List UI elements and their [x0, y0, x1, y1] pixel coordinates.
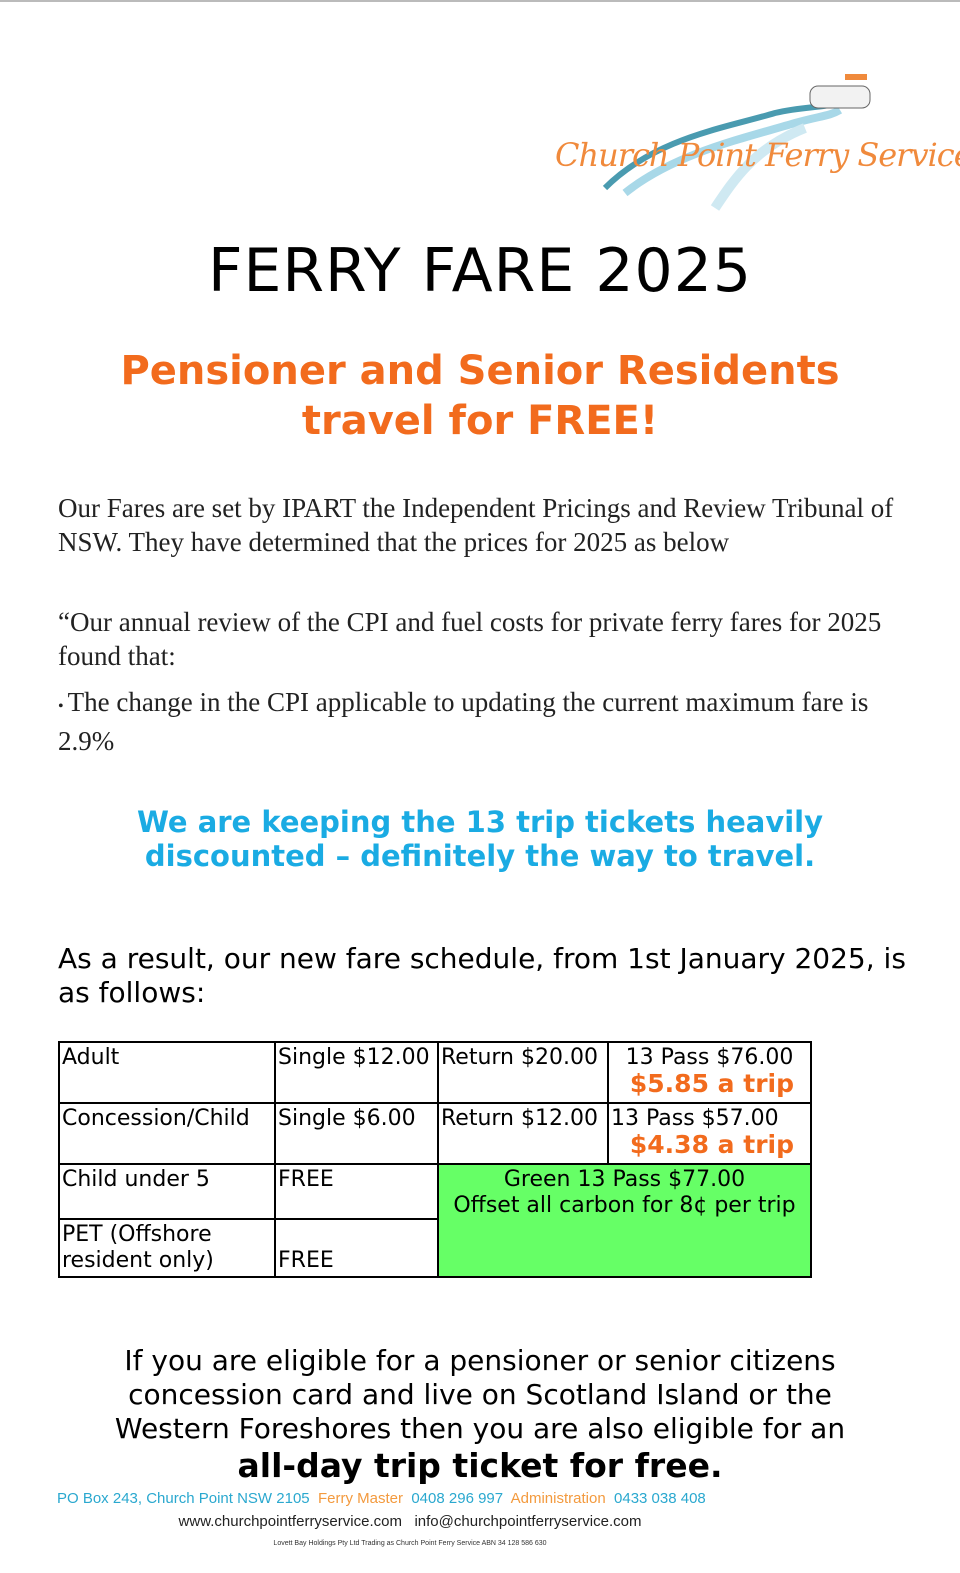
footer-web: www.churchpointferryservice.com info@chu…: [0, 1513, 820, 1530]
fare-type: Child under 5: [58, 1163, 276, 1220]
return-fare: Return $20.00: [437, 1041, 609, 1104]
page-title: FERRY FARE 2025: [207, 236, 753, 306]
table-row: Concession/Child Single $6.00 Return $12…: [58, 1102, 812, 1165]
footer-legal: Lovett Bay Holdings Pty Ltd Trading as C…: [273, 1540, 547, 1547]
quote-paragraph: “Our annual review of the CPI and fuel c…: [58, 607, 882, 671]
per-trip-price: $5.85 a trip: [629, 1069, 794, 1098]
return-fare: Return $12.00: [437, 1102, 609, 1165]
headline-line-2: travel for FREE!: [301, 398, 659, 444]
intro-paragraph: Our Fares are set by IPART the Independe…: [58, 493, 894, 557]
carbon-offset-note: Offset all carbon for 8¢ per trip: [453, 1193, 796, 1218]
admin-phone[interactable]: 0433 038 408: [614, 1490, 706, 1507]
discount-highlight: We are keeping the 13 trip tickets heavi…: [0, 805, 960, 873]
pass-price: 13 Pass $57.00: [611, 1106, 779, 1131]
logo-text: Church Point Ferry Service: [555, 136, 960, 174]
bullet-text: The change in the CPI applicable to upda…: [58, 687, 869, 756]
email-link[interactable]: info@churchpointferryservice.com: [414, 1513, 642, 1530]
pass-fare: 13 Pass $57.00 $4.38 a trip: [607, 1102, 812, 1165]
bullet-icon: •: [58, 698, 68, 715]
eligibility-note: If you are eligible for a pensioner or s…: [0, 1344, 960, 1486]
pass-price: 13 Pass $76.00: [625, 1045, 794, 1070]
fare-type: Adult: [58, 1041, 276, 1104]
single-fare: FREE: [274, 1218, 439, 1278]
website-link[interactable]: www.churchpointferryservice.com: [178, 1513, 402, 1530]
fare-table: Adult Single $12.00 Return $20.00 13 Pas…: [58, 1041, 812, 1278]
fare-type: PET (Offshore resident only): [58, 1218, 276, 1278]
schedule-intro: As a result, our new fare schedule, from…: [58, 942, 906, 1009]
church-point-ferry-logo: Church Point Ferry Service: [545, 68, 960, 218]
admin-label: Administration: [510, 1490, 606, 1507]
green-pass-cell: Green 13 Pass $77.00 Offset all carbon f…: [437, 1163, 812, 1278]
table-row: PET (Offshore resident only) FREE: [58, 1218, 811, 1278]
single-fare: Single $12.00: [274, 1041, 439, 1104]
eligibility-text: If you are eligible for a pensioner or s…: [114, 1344, 846, 1445]
ferry-master-label: Ferry Master: [317, 1490, 403, 1507]
fare-type: Concession/Child: [58, 1102, 276, 1165]
single-fare: Single $6.00: [274, 1102, 439, 1165]
ferry-master-phone[interactable]: 0408 296 997: [411, 1490, 504, 1507]
highlight-line-2: discounted – definitely the way to trave…: [144, 839, 816, 873]
pass-fare: 13 Pass $76.00 $5.85 a trip: [607, 1041, 812, 1104]
footer-contacts: PO Box 243, Church Point NSW 2105 Ferry …: [57, 1490, 706, 1507]
free-ticket-text: all-day trip ticket for free.: [237, 1446, 723, 1485]
cpi-bullet: • The change in the CPI applicable to up…: [58, 685, 898, 758]
table-row: Child under 5 FREE Green 13 Pass $77.00 …: [58, 1163, 812, 1278]
address: PO Box 243, Church Point NSW 2105: [57, 1490, 310, 1507]
ferry-wake-icon: [602, 74, 871, 211]
per-trip-price: $4.38 a trip: [629, 1130, 794, 1159]
highlight-line-1: We are keeping the 13 trip tickets heavi…: [136, 805, 824, 839]
free-travel-headline: Pensioner and Senior Residents travel fo…: [0, 346, 960, 446]
green-pass-price: Green 13 Pass $77.00: [503, 1167, 746, 1192]
headline-line-1: Pensioner and Senior Residents: [120, 348, 840, 394]
table-row: Adult Single $12.00 Return $20.00 13 Pas…: [58, 1041, 812, 1104]
single-fare: FREE: [274, 1163, 439, 1220]
